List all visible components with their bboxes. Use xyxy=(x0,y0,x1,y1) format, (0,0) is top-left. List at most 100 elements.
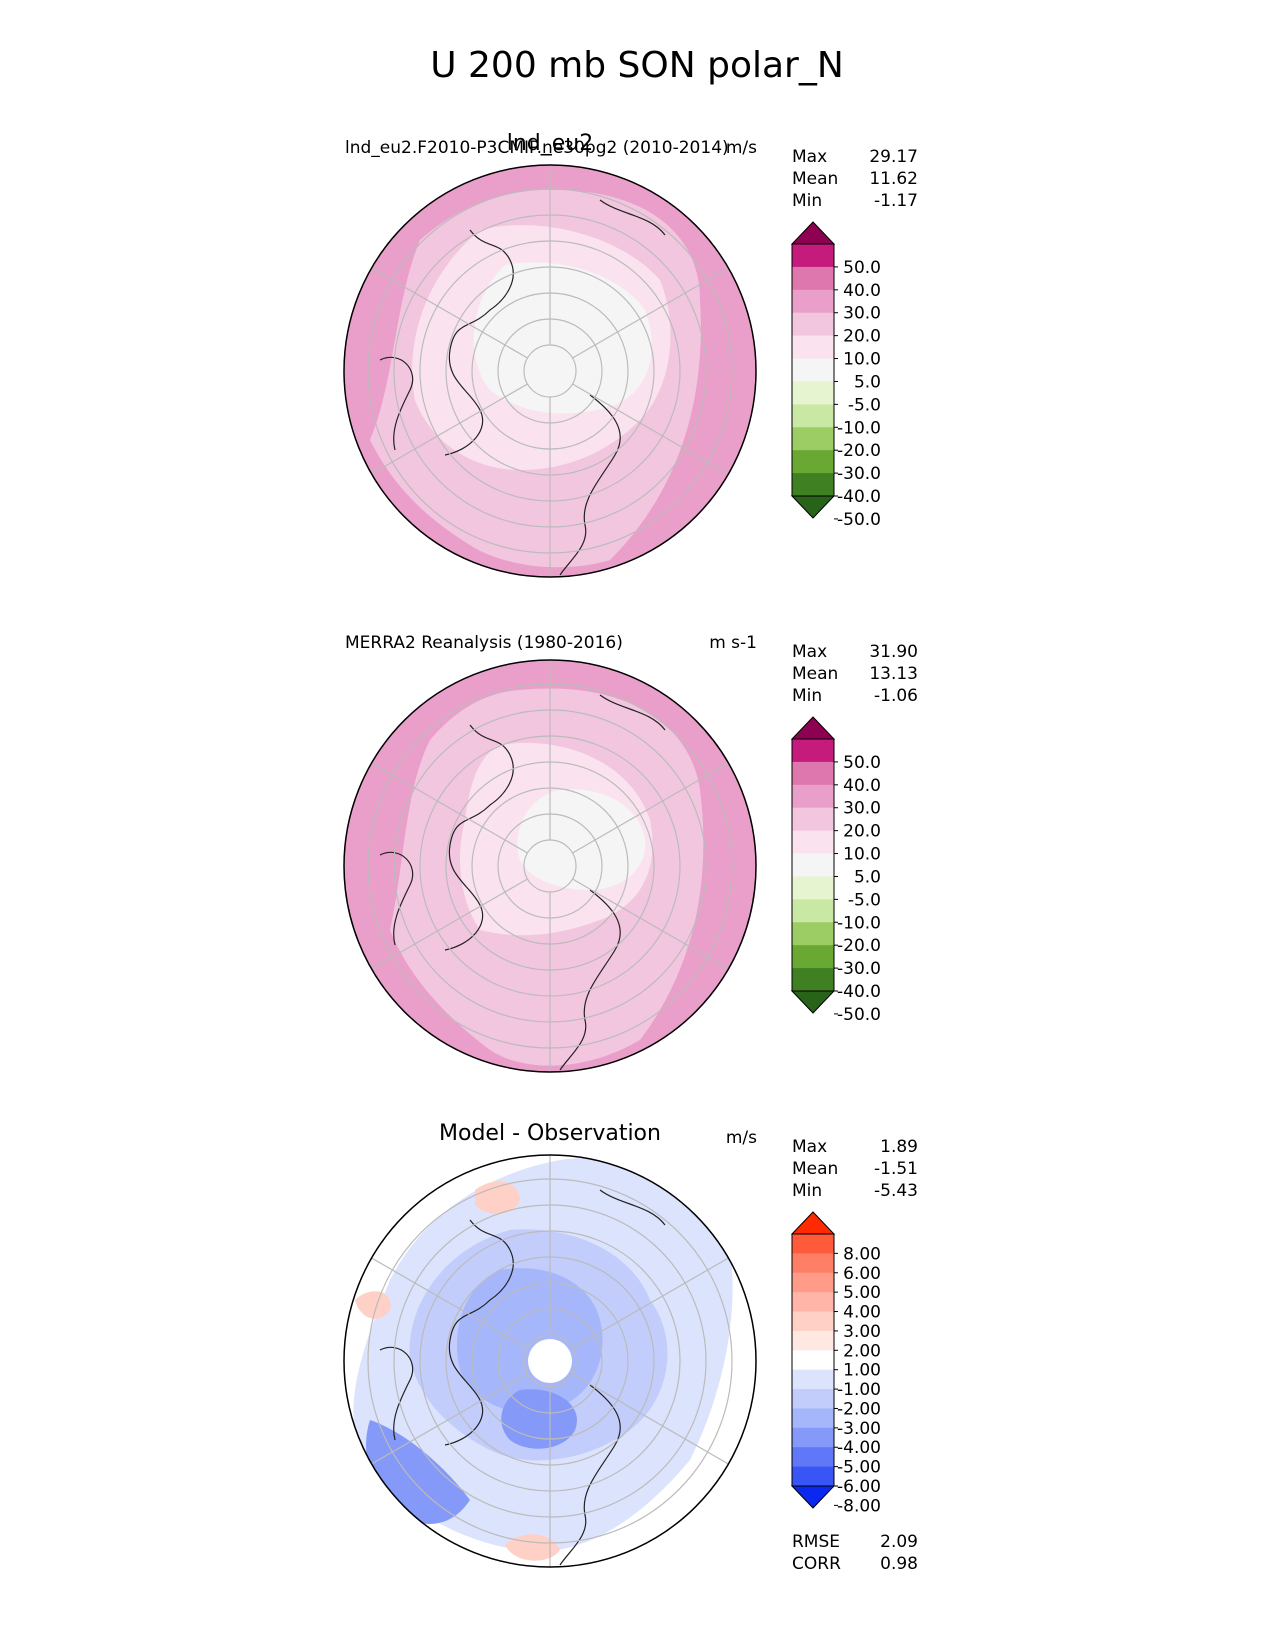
stat-label: Max xyxy=(792,147,827,167)
meridian-line xyxy=(572,1257,729,1349)
colorbar-segment xyxy=(792,945,834,969)
panel-difference: Model - Observation m/s Max 1.89 Mean -1… xyxy=(343,1121,918,1574)
colorbar-segment xyxy=(792,1466,834,1487)
stat-value: 1.89 xyxy=(880,1137,918,1157)
polar-grid xyxy=(367,165,733,577)
colorbar-tick-label: 10.0 xyxy=(843,845,881,865)
stat-value: -1.51 xyxy=(874,1159,918,1179)
panel-reference-subtitle: MERRA2 Reanalysis (1980-2016) xyxy=(345,633,623,653)
colorbar: 50.0 40.0 30.0 20.0 10.05.0 -5.0 -10.0 -20.0 -30… xyxy=(790,221,881,530)
polar-grid xyxy=(367,1155,733,1567)
panel-reference: MERRA2 Reanalysis (1980-2016) m s-1 Max … xyxy=(343,633,918,1073)
stat-value: -1.17 xyxy=(874,191,918,211)
colorbar-segment xyxy=(792,876,834,900)
colorbar-tick-label: -5.00 xyxy=(837,1458,881,1478)
colorbar-tick-label: 50.0 xyxy=(843,258,881,278)
colorbar-segment xyxy=(792,1350,834,1371)
colorbar-segment xyxy=(792,450,834,474)
colorbar-extend-top xyxy=(790,221,836,245)
colorbar: 8.006.005.004.003.002.001.00-1.00-2.00-3… xyxy=(790,1211,881,1516)
map-boundary xyxy=(343,659,757,1073)
colorbar-extend-bottom xyxy=(790,495,836,519)
map-boundary xyxy=(343,1154,757,1568)
colorbar-segment xyxy=(792,1330,834,1351)
panel-model-units: m/s xyxy=(726,138,757,158)
panel-model-title: lnd_eu2 xyxy=(507,131,594,156)
colorbar-outline xyxy=(791,738,835,992)
stat-value: 13.13 xyxy=(869,664,918,684)
colorbar-extend-bottom xyxy=(790,1485,836,1509)
colorbar-tick-label: -8.00 xyxy=(837,1496,881,1516)
colorbar-segment xyxy=(792,739,834,763)
stat-value: -1.06 xyxy=(874,686,918,706)
colorbar: 50.0 40.0 30.0 20.0 10.05.0 -5.0 -10.0 -20.0 -30… xyxy=(790,716,881,1025)
meridian-line xyxy=(371,762,528,854)
colorbar-extend-top xyxy=(790,1211,836,1235)
colorbar-tick-label: -1.00 xyxy=(837,1380,881,1400)
colorbar-tick-label: 6.00 xyxy=(843,1264,881,1284)
colorbar-tick-label: 50.0 xyxy=(843,753,881,773)
colorbar-tick-label: -30.0 xyxy=(837,464,881,484)
colorbar-tick-label: 40.0 xyxy=(843,281,881,301)
meridian-line xyxy=(572,383,729,475)
colorbar-tick-label: -2.00 xyxy=(837,1399,881,1419)
colorbar-tick-label: -40.0 xyxy=(837,982,881,1002)
coastlines xyxy=(379,694,666,1071)
colorbar-segment xyxy=(792,1272,834,1293)
stat-label: Max xyxy=(792,642,827,662)
colorbar-tick-label: 20.0 xyxy=(843,822,881,842)
colorbar-segment xyxy=(792,968,834,992)
colorbar-segment xyxy=(792,473,834,497)
colorbar-tick-label: -50.0 xyxy=(837,510,881,530)
meridian-line xyxy=(371,267,528,359)
meridian-line xyxy=(371,1373,528,1465)
field-band-neg3 xyxy=(456,1268,603,1413)
colorbar-tick-label: 8.00 xyxy=(843,1244,881,1264)
colorbar-segment xyxy=(792,312,834,337)
panel-model-stats: Max 29.17 Mean 11.62 Min -1.17 xyxy=(792,147,918,211)
colorbar-segment xyxy=(792,784,834,809)
panel-difference-stats: Max 1.89 Mean -1.51 Min -5.43 xyxy=(792,1137,918,1201)
colorbar-tick-label: -5.0 xyxy=(848,395,881,415)
coastlines xyxy=(379,1189,666,1566)
meridian-line xyxy=(572,762,729,854)
stat-value: 29.17 xyxy=(869,147,918,167)
colorbar-segment xyxy=(792,899,834,923)
colorbar-tick-label: -10.0 xyxy=(837,913,881,933)
colorbar-segment xyxy=(792,1389,834,1409)
colorbar-segment xyxy=(792,358,834,382)
colorbar-segment xyxy=(792,922,834,946)
colorbar-segment xyxy=(792,1311,834,1332)
colorbar-tick-label: 4.00 xyxy=(843,1303,881,1323)
polar-map xyxy=(344,1155,756,1567)
colorbar-tick-label: 40.0 xyxy=(843,776,881,796)
colorbar-tick-label: 1.00 xyxy=(843,1361,881,1381)
stat-label: Min xyxy=(792,191,822,211)
colorbar-segment xyxy=(792,1447,834,1468)
colorbar-segment xyxy=(792,1253,834,1274)
meridian-line xyxy=(572,267,729,359)
colorbar-tick-label: 30.0 xyxy=(843,799,881,819)
panel-reference-units: m s-1 xyxy=(709,633,757,653)
field-pole-neutral xyxy=(528,1339,572,1383)
colorbar-tick-label: -6.00 xyxy=(837,1477,881,1497)
meridian-line xyxy=(572,878,729,970)
colorbar-tick-label: -10.0 xyxy=(837,418,881,438)
colorbar-segment xyxy=(792,1369,834,1390)
stat-label: Mean xyxy=(792,664,838,684)
summary-label: RMSE xyxy=(792,1532,840,1552)
colorbar-tick-label: 5.0 xyxy=(854,372,881,392)
colorbar-outline xyxy=(791,1233,835,1487)
colorbar-tick-label: -5.0 xyxy=(848,890,881,910)
colorbar-tick-label: 5.0 xyxy=(854,867,881,887)
stat-label: Min xyxy=(792,686,822,706)
stat-label: Min xyxy=(792,1181,822,1201)
field-band-pos1 xyxy=(475,1181,520,1215)
summary-label: CORR xyxy=(792,1554,841,1574)
colorbar-segment xyxy=(792,381,834,405)
colorbar-segment xyxy=(792,266,834,291)
colorbar-outline xyxy=(791,243,835,497)
colorbar-tick-label: 10.0 xyxy=(843,350,881,370)
summary-value: 2.09 xyxy=(880,1532,918,1552)
